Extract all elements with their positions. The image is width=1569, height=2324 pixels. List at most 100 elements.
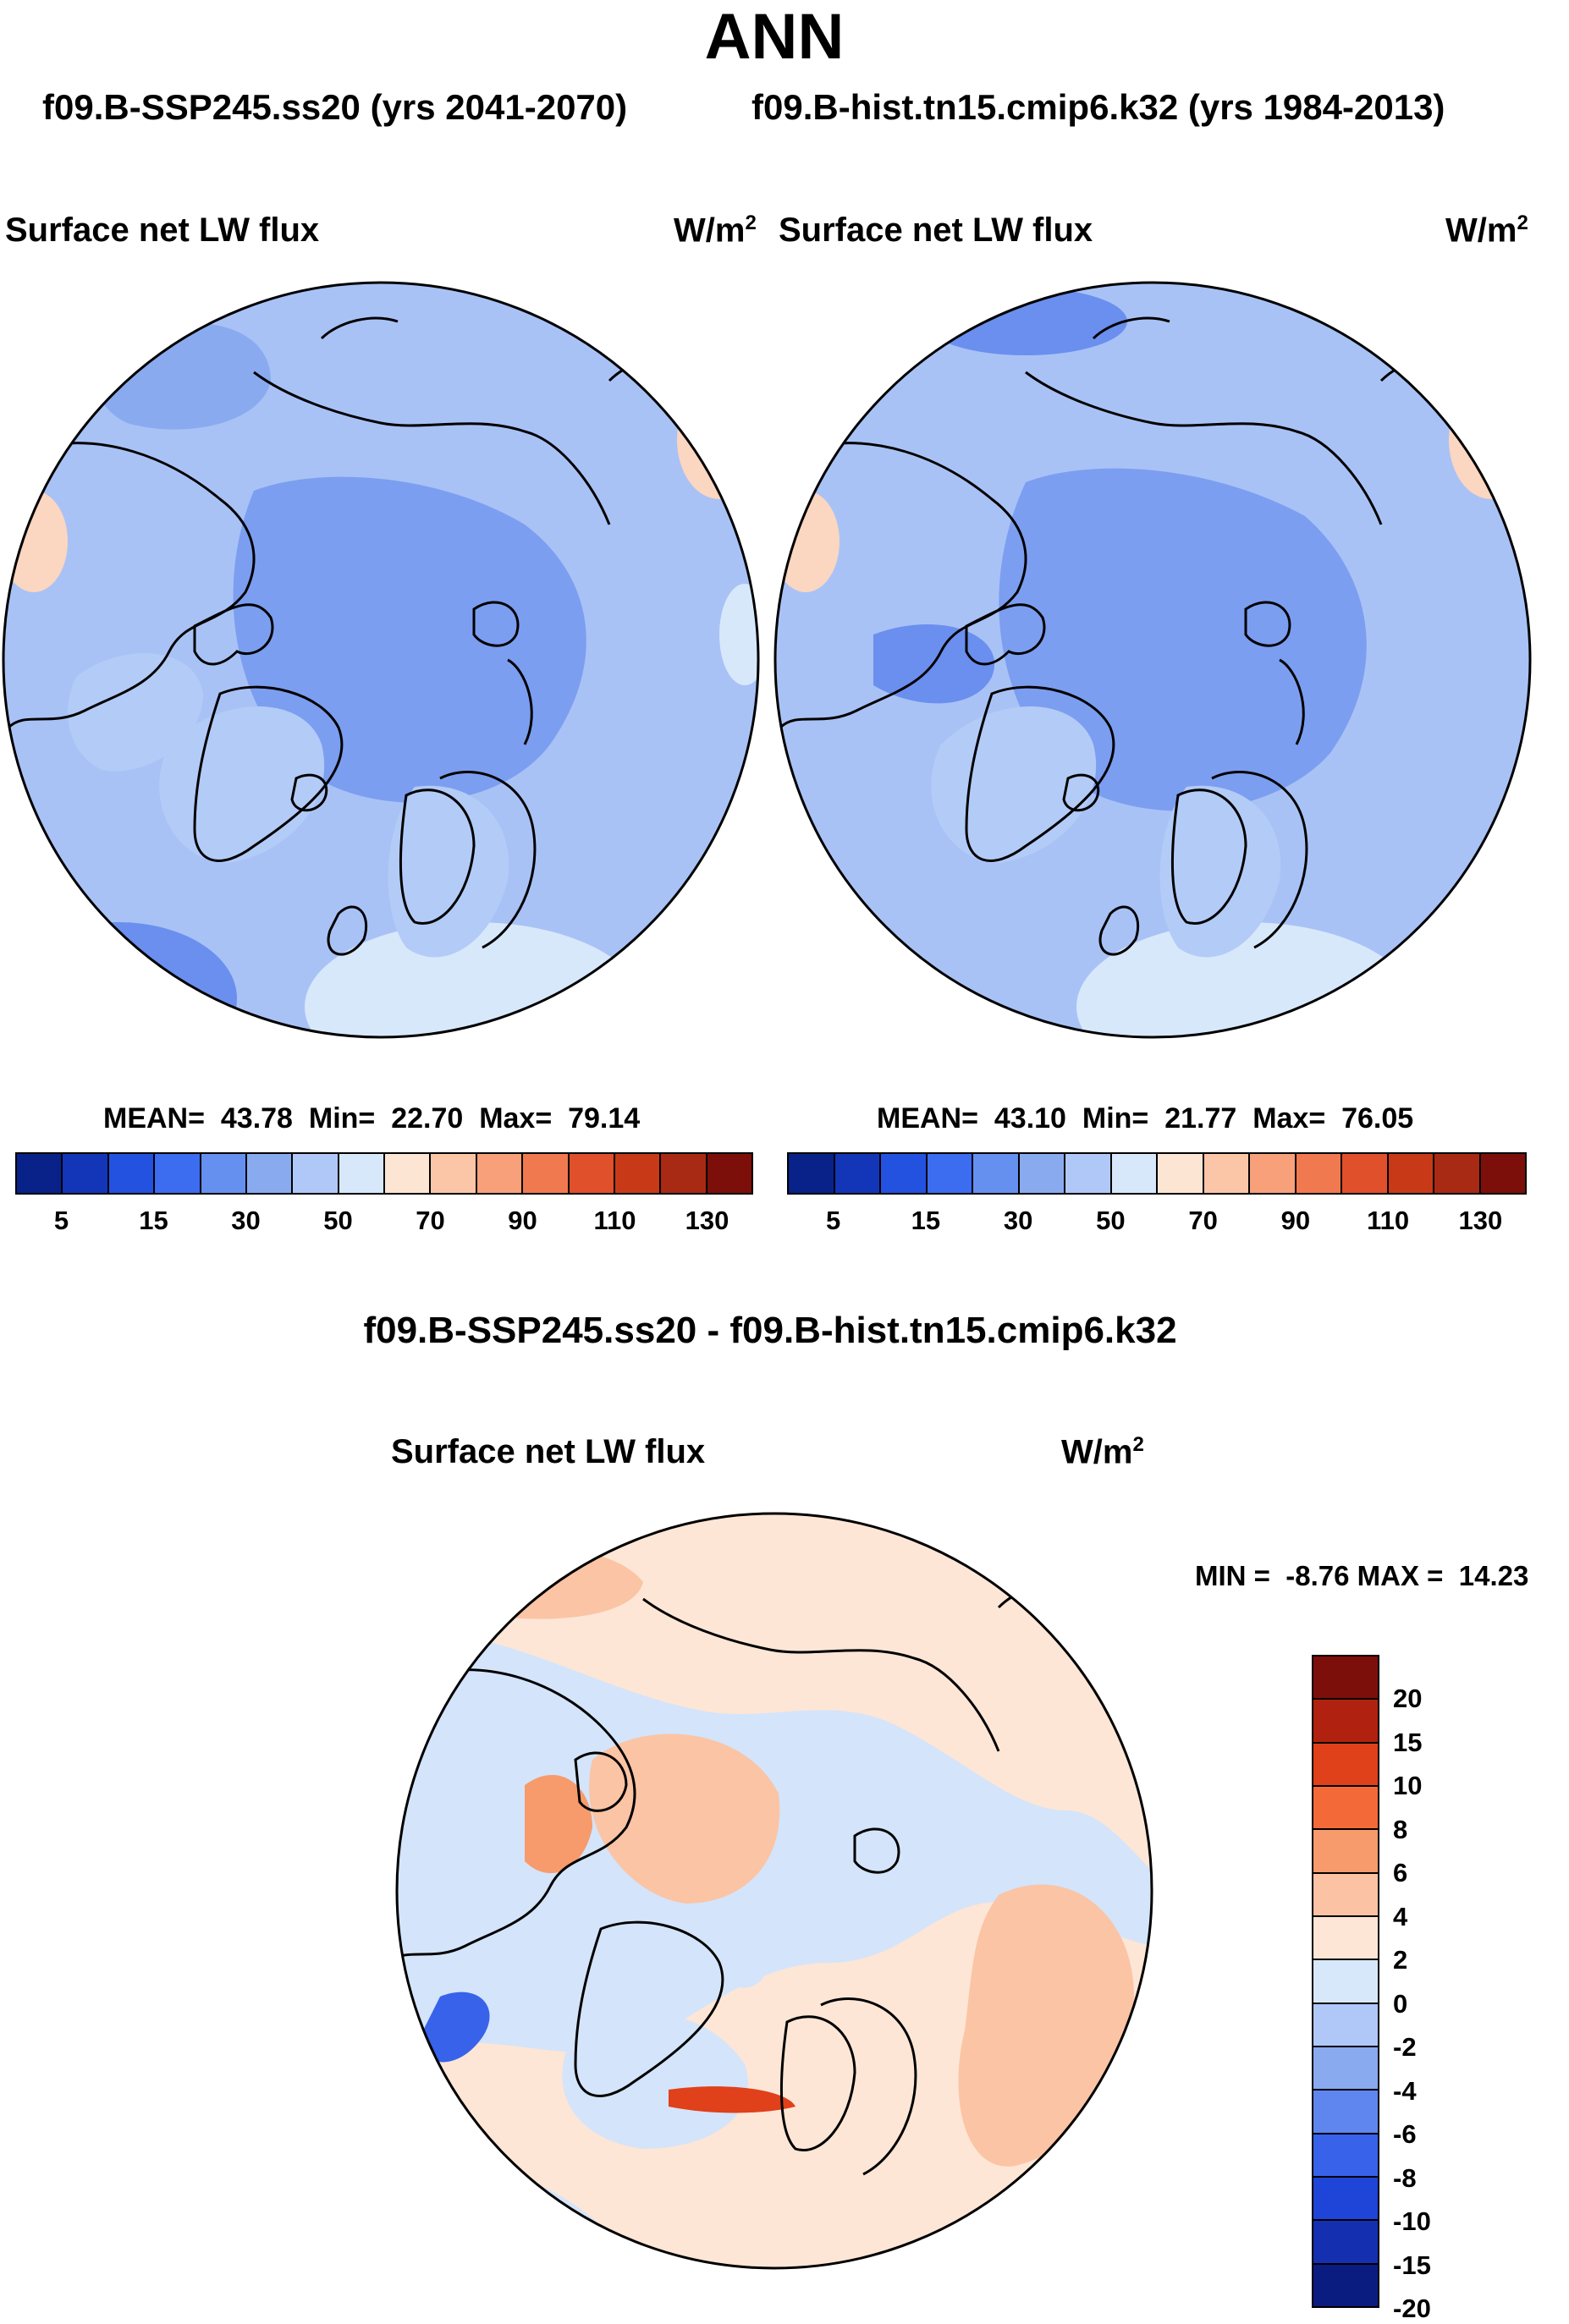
difference-polar-map	[395, 1512, 1153, 2270]
colorbar-swatch	[1313, 2221, 1378, 2265]
left-map-border	[2, 281, 760, 1039]
colorbar-tick-label: 70	[416, 1206, 445, 1235]
colorbar-tick-label: 30	[231, 1206, 261, 1235]
colorbar-swatch	[1065, 1154, 1112, 1193]
colorbar-swatch	[1342, 1154, 1389, 1193]
colorbar-swatch	[1313, 2177, 1378, 2222]
colorbar-swatch	[927, 1154, 973, 1193]
colorbar-tick-label: 110	[593, 1206, 636, 1235]
colorbar-swatch	[201, 1154, 247, 1193]
colorbar-swatch	[1111, 1154, 1158, 1193]
colorbar-tick-label: -6	[1393, 2119, 1417, 2150]
colorbar-tick-label: 6	[1393, 1858, 1408, 1888]
colorbar-tick-label: 5	[826, 1206, 841, 1235]
colorbar-swatch	[789, 1154, 835, 1193]
colorbar-swatch	[385, 1154, 432, 1193]
colorbar-tick-label: 2	[1393, 1945, 1408, 1975]
colorbar-tick-label: 20	[1393, 1684, 1423, 1714]
colorbar-swatch	[1388, 1154, 1434, 1193]
colorbar-swatch	[1296, 1154, 1342, 1193]
colorbar-swatch	[661, 1154, 707, 1193]
right-colorbar	[787, 1152, 1527, 1195]
colorbar-swatch	[1313, 1786, 1378, 1831]
colorbar-swatch	[1313, 1830, 1378, 1874]
difference-colorbar	[1312, 1655, 1379, 2308]
right-stats: MEAN= 43.10 Min= 21.77 Max= 76.05	[877, 1102, 1414, 1135]
left-map-field	[3, 283, 758, 1037]
colorbar-swatch	[1313, 1960, 1378, 2004]
colorbar-swatch	[1313, 2264, 1378, 2306]
left-map-coastlines	[7, 316, 678, 956]
colorbar-tick-label: -4	[1393, 2075, 1417, 2106]
colorbar-swatch	[881, 1154, 928, 1193]
difference-variable: Surface net LW flux	[391, 1433, 706, 1470]
colorbar-tick-label: 8	[1393, 1814, 1408, 1844]
colorbar-swatch	[569, 1154, 615, 1193]
colorbar-tick-label: -10	[1393, 2206, 1431, 2237]
colorbar-swatch	[1313, 2091, 1378, 2134]
colorbar-swatch	[1313, 2047, 1378, 2091]
colorbar-swatch	[1313, 1873, 1378, 1917]
difference-map-field	[397, 1514, 1152, 2268]
colorbar-swatch	[614, 1154, 662, 1193]
colorbar-tick-label: 70	[1188, 1206, 1218, 1235]
subtitle-left: f09.B-SSP245.ss20 (yrs 2041-2070)	[42, 87, 628, 127]
difference-title: f09.B-SSP245.ss20 - f09.B-hist.tn15.cmip…	[363, 1310, 1177, 1351]
colorbar-swatch	[1313, 1743, 1378, 1787]
right-panel-units: W/m2	[1445, 212, 1528, 250]
colorbar-swatch	[1480, 1154, 1525, 1193]
right-map-border	[773, 281, 1532, 1039]
colorbar-tick-label: 15	[911, 1206, 941, 1235]
colorbar-swatch	[108, 1154, 156, 1193]
right-polar-map	[773, 281, 1532, 1039]
colorbar-swatch	[17, 1154, 63, 1193]
colorbar-tick-label: 30	[1003, 1206, 1033, 1235]
colorbar-swatch	[523, 1154, 570, 1193]
colorbar-swatch	[1313, 1656, 1378, 1700]
colorbar-swatch	[834, 1154, 881, 1193]
colorbar-swatch	[1434, 1154, 1481, 1193]
colorbar-swatch	[431, 1154, 477, 1193]
difference-min-max: MIN = -8.76 MAX = 14.23	[1195, 1560, 1529, 1591]
colorbar-swatch	[973, 1154, 1020, 1193]
colorbar-tick-label: 50	[1096, 1206, 1126, 1235]
colorbar-tick-label: 5	[53, 1206, 69, 1235]
colorbar-swatch	[1019, 1154, 1065, 1193]
colorbar-swatch	[1313, 1916, 1378, 1961]
right-panel-variable: Surface net LW flux	[779, 212, 1093, 249]
left-colorbar	[15, 1152, 753, 1195]
colorbar-swatch	[1313, 1700, 1378, 1744]
left-panel-variable: Surface net LW flux	[5, 212, 320, 249]
left-stats: MEAN= 43.78 Min= 22.70 Max= 79.14	[103, 1102, 641, 1135]
colorbar-tick-label: 4	[1393, 1901, 1408, 1931]
colorbar-tick-label: 90	[508, 1206, 537, 1235]
colorbar-swatch	[293, 1154, 339, 1193]
colorbar-tick-label: 15	[139, 1206, 168, 1235]
colorbar-swatch	[707, 1154, 751, 1193]
colorbar-swatch	[339, 1154, 385, 1193]
colorbar-tick-label: -20	[1393, 2294, 1431, 2323]
colorbar-swatch	[476, 1154, 524, 1193]
right-map-coastlines	[779, 316, 1450, 956]
right-map-field	[775, 283, 1530, 1037]
colorbar-tick-label: 10	[1393, 1771, 1423, 1801]
colorbar-swatch	[1158, 1154, 1204, 1193]
subtitle-right: f09.B-hist.tn15.cmip6.k32 (yrs 1984-2013…	[751, 87, 1445, 127]
season-title: ANN	[704, 1, 845, 73]
left-panel-units: W/m2	[674, 212, 757, 250]
colorbar-swatch	[1313, 2003, 1378, 2047]
colorbar-tick-label: -15	[1393, 2250, 1431, 2280]
colorbar-swatch	[63, 1154, 109, 1193]
colorbar-tick-label: 130	[1458, 1206, 1503, 1235]
colorbar-tick-label: 110	[1367, 1206, 1410, 1235]
colorbar-tick-label: 15	[1393, 1727, 1423, 1757]
left-polar-map	[2, 281, 760, 1039]
colorbar-tick-label: 130	[685, 1206, 729, 1235]
difference-units: W/m2	[1061, 1433, 1144, 1471]
colorbar-swatch	[1313, 2134, 1378, 2178]
colorbar-swatch	[1203, 1154, 1250, 1193]
colorbar-swatch	[155, 1154, 201, 1193]
colorbar-tick-label: 50	[323, 1206, 353, 1235]
colorbar-tick-label: -8	[1393, 2162, 1417, 2193]
difference-map-coastlines	[397, 1585, 1067, 2176]
